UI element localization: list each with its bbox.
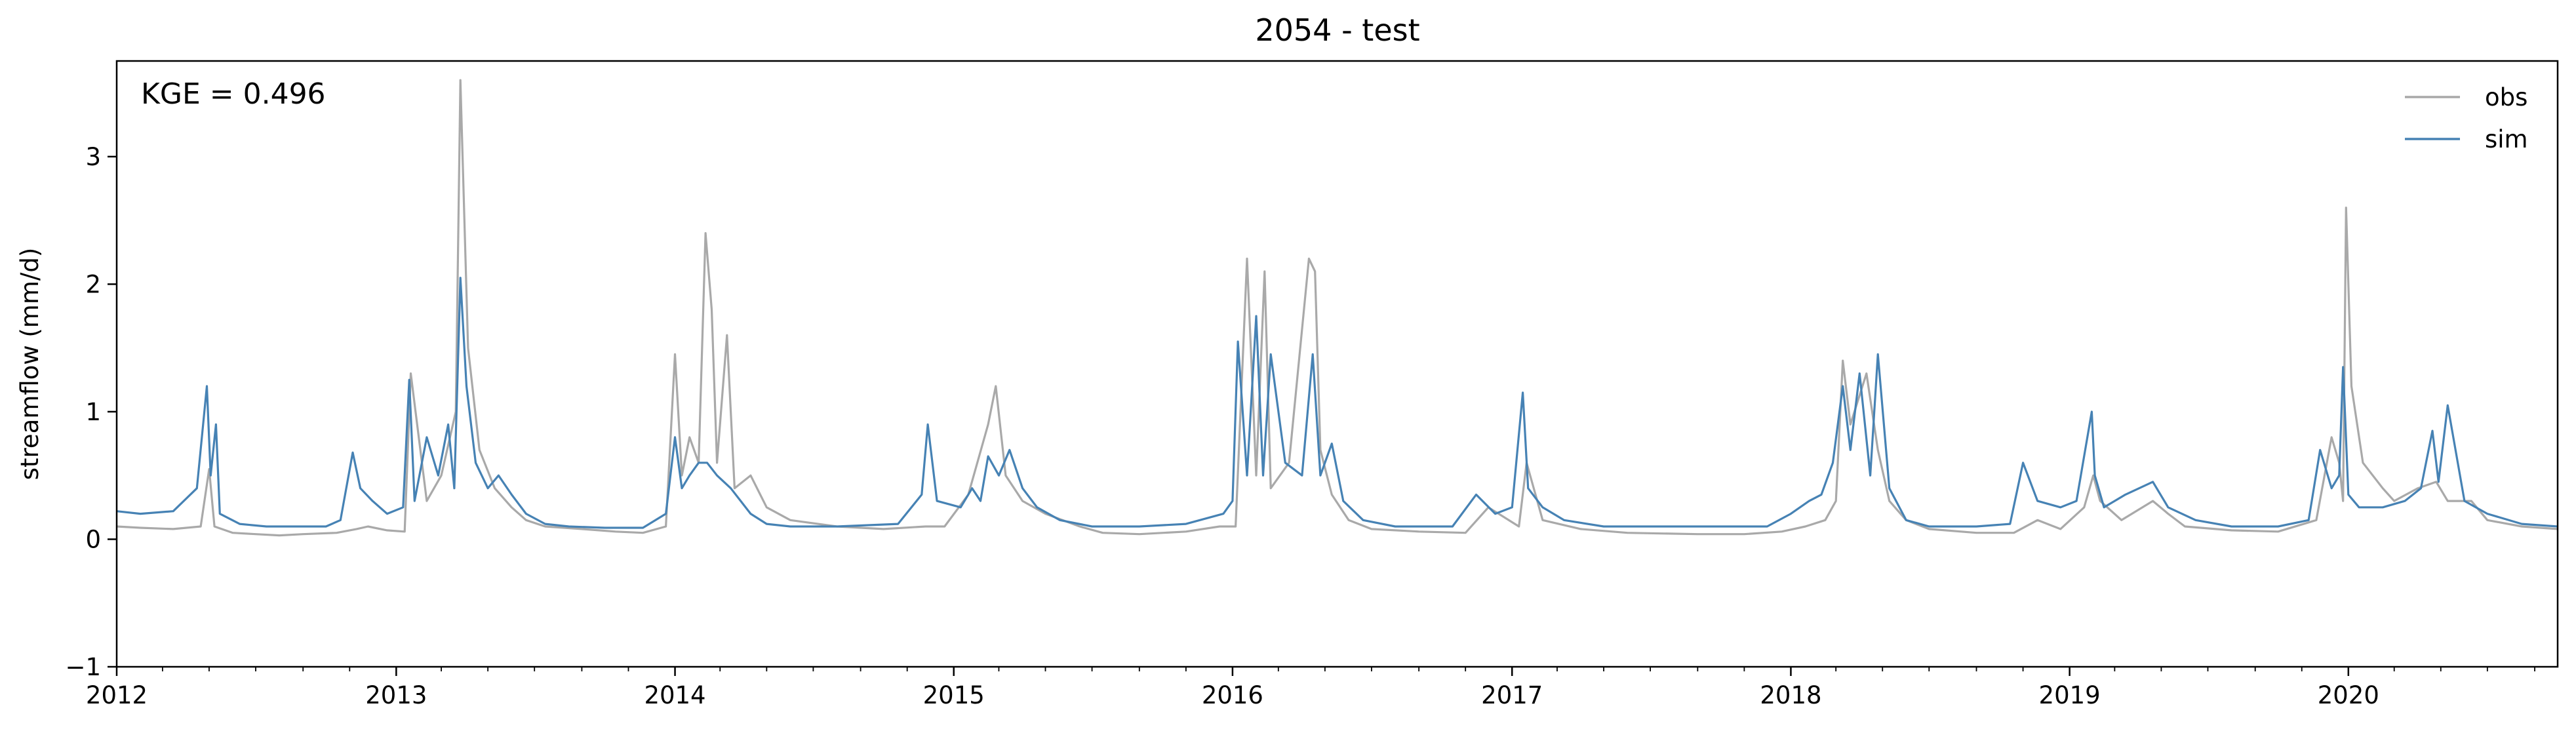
y-tick-label: 0 [85, 525, 101, 553]
y-axis-label: streamflow (mm/d) [16, 248, 44, 481]
x-tick-label: 2020 [2318, 681, 2379, 709]
legend: obs sim [2405, 83, 2528, 153]
legend-label-obs: obs [2485, 83, 2527, 111]
chart-title: 2054 - test [1255, 12, 1419, 48]
kge-annotation: KGE = 0.496 [141, 77, 326, 111]
y-tick-label: −1 [65, 653, 101, 681]
x-tick-label: 2019 [2039, 681, 2101, 709]
y-tick-label: 3 [85, 143, 101, 171]
x-tick-label: 2016 [1202, 681, 1263, 709]
x-axis: 2012 2013 2014 2015 2016 2017 2018 2019 2020 [86, 667, 2535, 709]
y-tick-label: 2 [85, 270, 101, 298]
x-tick-label: 2012 [86, 681, 148, 709]
series-line-sim [117, 277, 2558, 529]
x-tick-label: 2018 [1760, 681, 1821, 709]
series-line-obs [117, 79, 2558, 537]
y-tick-label: 1 [85, 398, 101, 426]
x-tick-label: 2013 [365, 681, 427, 709]
series-layer [117, 79, 2558, 537]
legend-label-sim: sim [2485, 125, 2528, 153]
y-axis: −1 0 1 2 3 [65, 143, 117, 681]
plot-frame [115, 60, 2559, 668]
plot-area [117, 79, 2558, 537]
x-tick-label: 2017 [1481, 681, 1543, 709]
x-tick-label: 2015 [923, 681, 985, 709]
x-tick-label: 2014 [644, 681, 705, 709]
